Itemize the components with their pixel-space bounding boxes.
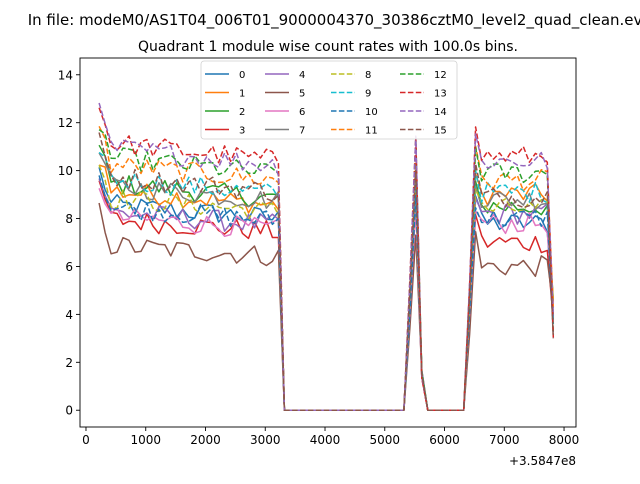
x-tick-label: 6000 [429, 433, 460, 447]
x-tick-label: 4000 [310, 433, 341, 447]
legend-label-15: 15 [434, 126, 447, 137]
y-tick-label: 2 [65, 356, 73, 370]
legend-label-4: 4 [299, 70, 305, 81]
legend-label-13: 13 [434, 89, 447, 100]
series-layer [98, 102, 555, 411]
plot-frame [79, 57, 577, 428]
x-tick-label: 5000 [369, 433, 400, 447]
series-line-15 [98, 132, 555, 411]
y-tick-label: 10 [58, 164, 73, 178]
legend-label-2: 2 [239, 107, 245, 118]
legend-label-12: 12 [434, 70, 447, 81]
y-tick-label: 6 [65, 260, 73, 274]
legend-label-7: 7 [299, 126, 305, 137]
x-tick-label: 1000 [130, 433, 161, 447]
y-tick-label: 0 [65, 404, 73, 418]
legend-label-10: 10 [365, 107, 378, 118]
y-tick-label: 4 [65, 308, 73, 322]
y-tick-label: 14 [58, 68, 73, 82]
legend-label-3: 3 [239, 126, 245, 137]
legend-label-14: 14 [434, 107, 447, 118]
figure-suptitle: In file: modeM0/AS1T04_006T01_9000004370… [28, 11, 640, 30]
legend-label-8: 8 [365, 70, 371, 81]
legend-box [200, 60, 458, 140]
y-tick-label: 8 [65, 212, 73, 226]
x-offset-label: +3.5847e8 [509, 454, 576, 468]
legend-label-0: 0 [239, 70, 245, 81]
legend-label-9: 9 [365, 89, 371, 100]
x-tick-label: 0 [82, 433, 90, 447]
legend-label-5: 5 [299, 89, 305, 100]
x-tick-label: 3000 [250, 433, 281, 447]
y-tick-label: 12 [58, 116, 73, 130]
legend-label-6: 6 [299, 107, 305, 118]
legend-label-1: 1 [239, 89, 245, 100]
x-tick-label: 7000 [489, 433, 520, 447]
axis-layer: 0 1000 2000 3000 4000 5000 6000 7000 80000246810… [58, 57, 580, 447]
chart-title: Quadrant 1 module wise count rates with … [138, 39, 518, 55]
legend-label-11: 11 [365, 126, 378, 137]
x-tick-label: 2000 [190, 433, 221, 447]
x-tick-label: 8000 [549, 433, 580, 447]
